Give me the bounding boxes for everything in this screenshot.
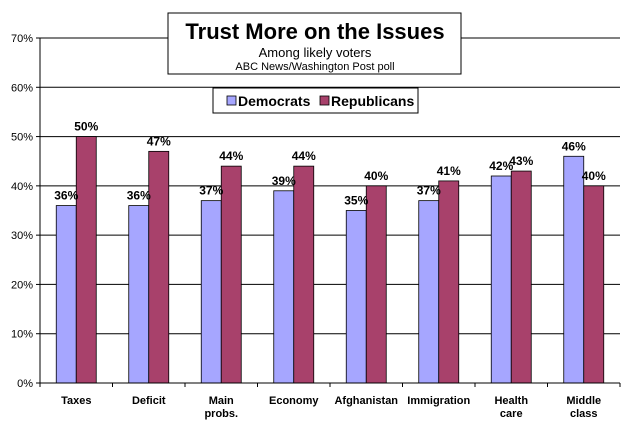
data-label-republicans: 47% xyxy=(147,134,171,148)
title-box: Trust More on the Issues Among likely vo… xyxy=(167,12,462,75)
y-tick-label: 0% xyxy=(17,378,33,390)
bars xyxy=(55,136,605,384)
bar-democrats-middle-class xyxy=(563,155,585,384)
legend-label-republicans: Republicans xyxy=(331,93,414,109)
bar-republicans-deficit xyxy=(148,150,170,384)
data-label-democrats: 42% xyxy=(489,159,513,173)
category-label-immigration: Immigration xyxy=(407,395,470,407)
bar-democrats-taxes xyxy=(55,205,77,384)
bar-republicans-immigration xyxy=(438,180,460,384)
bar-democrats-deficit xyxy=(128,205,150,384)
bar-democrats-afghanistan xyxy=(345,210,367,384)
data-label-republicans: 40% xyxy=(364,169,388,183)
category-label-middle-class: Middle class xyxy=(566,395,601,420)
data-label-democrats: 46% xyxy=(562,139,586,153)
data-label-democrats: 36% xyxy=(127,189,151,203)
category-label-health-care: Health care xyxy=(494,395,528,420)
y-tick-label: 50% xyxy=(11,132,33,144)
y-axis-tick-labels: 0% 10% 20% 30% 40% 50% 60% 70% xyxy=(11,33,33,390)
bar-democrats-health-care xyxy=(490,175,512,384)
bar-republicans-economy xyxy=(293,165,315,384)
chart-source: ABC News/Washington Post poll xyxy=(235,61,394,73)
legend-swatch-democrats xyxy=(226,95,237,106)
data-labels: 36%50%36%47%37%44%39%44%35%40%37%41% 42%4… xyxy=(54,120,606,208)
bar-republicans-afghanistan xyxy=(365,185,387,384)
bar-republicans-health-care xyxy=(510,170,532,384)
data-label-democrats: 37% xyxy=(199,184,223,198)
bar-republicans-main-probs xyxy=(220,165,242,384)
legend-frame xyxy=(212,87,419,114)
data-label-republicans: 44% xyxy=(219,149,243,163)
legend-swatch-republicans xyxy=(319,95,330,106)
y-tick-label: 20% xyxy=(11,279,33,291)
category-label-afghanistan: Afghanistan xyxy=(334,395,398,407)
y-tick-label: 70% xyxy=(11,33,33,45)
data-label-republicans: 50% xyxy=(74,120,98,134)
data-label-republicans: 41% xyxy=(437,164,461,178)
bar-republicans-middle-class xyxy=(583,185,605,384)
bar-republicans-taxes xyxy=(75,136,97,384)
chart-title: Trust More on the Issues xyxy=(185,19,444,44)
data-label-republicans: 43% xyxy=(509,154,533,168)
data-label-democrats: 35% xyxy=(344,194,368,208)
y-tick-label: 30% xyxy=(11,230,33,242)
category-label-taxes: Taxes xyxy=(61,395,91,407)
bar-democrats-economy xyxy=(273,190,295,384)
category-label-economy: Economy xyxy=(269,395,319,407)
data-label-democrats: 37% xyxy=(417,184,441,198)
category-label-deficit: Deficit xyxy=(132,395,166,407)
legend-label-democrats: Democrats xyxy=(238,93,311,109)
title-frame xyxy=(167,12,462,75)
data-label-republicans: 44% xyxy=(292,149,316,163)
axes xyxy=(39,38,621,387)
data-label-republicans: 40% xyxy=(582,169,606,183)
y-tick-label: 40% xyxy=(11,181,33,193)
bar-democrats-main-probs xyxy=(200,200,222,384)
legend: Democrats Republicans xyxy=(212,87,419,114)
y-tick-label: 60% xyxy=(11,82,33,94)
data-label-democrats: 39% xyxy=(272,174,296,188)
chart-subtitle: Among likely voters xyxy=(259,45,372,60)
category-label-main-probs: Main probs. xyxy=(204,395,238,420)
y-tick-label: 10% xyxy=(11,329,33,341)
bar-democrats-immigration xyxy=(418,200,440,384)
x-axis-category-labels: Taxes Deficit Main probs. Economy Afghanistan… xyxy=(61,395,601,420)
data-label-democrats: 36% xyxy=(54,189,78,203)
